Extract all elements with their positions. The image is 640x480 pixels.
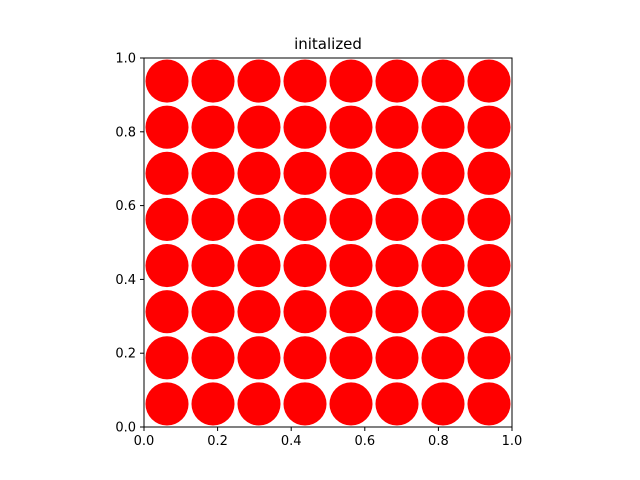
scatter-point [467,244,511,288]
scatter-point [421,59,465,103]
scatter-point [237,197,281,241]
scatter-point [421,197,465,241]
scatter-point [145,151,189,195]
y-tick-label: 0.8 [115,125,136,140]
scatter-point [237,244,281,288]
y-axis: 0.0 0.2 0.4 0.6 0.8 1.0 [115,52,144,436]
scatter-point [421,336,465,380]
scatter-point [191,336,235,380]
y-tick-label: 0.0 [115,421,136,436]
scatter-point [329,336,373,380]
scatter-point [421,105,465,149]
scatter-point [467,151,511,195]
y-tick-label: 0.2 [115,347,136,362]
x-tick-label: 1.0 [502,434,523,449]
scatter-point [283,290,327,334]
scatter-point [329,59,373,103]
x-tick-label: 0.6 [354,434,375,449]
y-tick-label: 0.4 [115,273,136,288]
scatter-point [237,336,281,380]
scatter-point [283,151,327,195]
scatter-point [283,382,327,426]
scatter-point [467,105,511,149]
scatter-point [375,105,419,149]
scatter-point [191,197,235,241]
scatter-point [421,244,465,288]
scatter-point [421,290,465,334]
scatter-point [191,382,235,426]
scatter-point [375,244,419,288]
scatter-point [375,197,419,241]
scatter-point [467,197,511,241]
scatter-point [329,382,373,426]
axes-frame [143,57,513,428]
scatter-point [191,244,235,288]
x-tick-label: 0.0 [134,434,155,449]
scatter-point [237,151,281,195]
scatter-point [283,197,327,241]
scatter-point [329,290,373,334]
scatter-point [375,151,419,195]
scatter-point [375,59,419,103]
scatter-point [375,382,419,426]
scatter-point [145,197,189,241]
scatter-point [467,290,511,334]
scatter-point [145,244,189,288]
scatter-point [191,151,235,195]
scatter-point [283,105,327,149]
scatter-point [283,336,327,380]
scatter-point [467,382,511,426]
scatter-point [329,105,373,149]
scatter-point [467,336,511,380]
scatter-point [145,59,189,103]
scatter-point [283,59,327,103]
x-tick-label: 0.8 [428,434,449,449]
chart-title: initalized [294,35,362,53]
scatter-point [375,290,419,334]
scatter-point [237,290,281,334]
scatter-point [145,105,189,149]
scatter-point [145,336,189,380]
scatter-point [237,59,281,103]
scatter-point [421,151,465,195]
x-tick-label: 0.4 [281,434,302,449]
scatter-point [283,244,327,288]
y-tick-label: 1.0 [115,52,136,67]
scatter-point [467,59,511,103]
x-axis: 0.0 0.2 0.4 0.6 0.8 1.0 [134,427,523,449]
x-tick-label: 0.2 [207,434,228,449]
scatter-point [191,105,235,149]
markers-group [145,59,511,426]
scatter-point [145,382,189,426]
scatter-point [329,244,373,288]
scatter-point [237,382,281,426]
scatter-point [329,151,373,195]
y-tick-label: 0.6 [115,199,136,214]
scatter-point [191,59,235,103]
scatter-point [191,290,235,334]
scatter-point [421,382,465,426]
scatter-point [145,290,189,334]
scatter-point [237,105,281,149]
scatter-point [329,197,373,241]
scatter-point [375,336,419,380]
